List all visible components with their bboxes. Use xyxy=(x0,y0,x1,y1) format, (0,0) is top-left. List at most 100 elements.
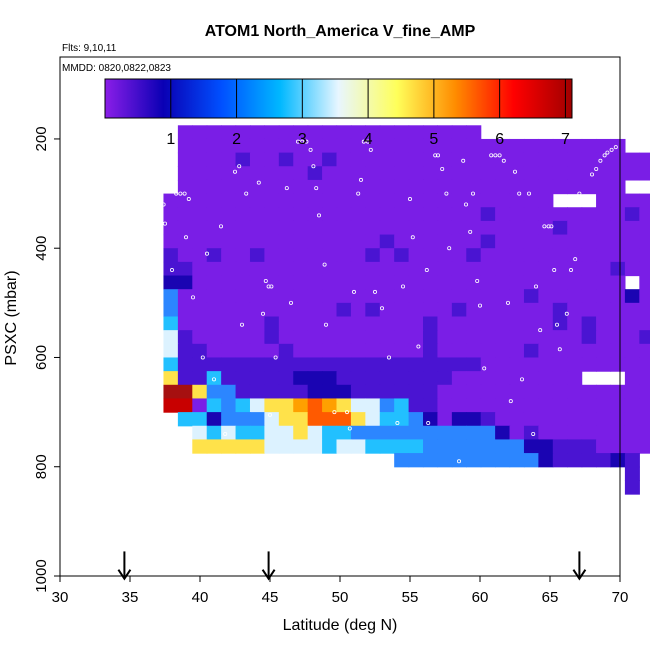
heatmap-cell xyxy=(365,412,381,427)
heatmap-cell xyxy=(451,207,467,222)
heatmap-cell xyxy=(249,220,265,236)
heatmap-cell xyxy=(451,248,467,263)
heatmap-cell xyxy=(350,179,366,195)
heatmap-cell xyxy=(523,371,539,386)
heatmap-cell xyxy=(307,125,323,140)
heatmap-cell xyxy=(249,316,265,331)
heatmap-cell xyxy=(523,439,539,454)
heatmap-cell xyxy=(495,234,511,249)
heatmap-cell xyxy=(538,248,554,263)
sample-point xyxy=(134,234,139,239)
heatmap-cell xyxy=(552,138,568,154)
heatmap-cell xyxy=(379,302,395,318)
heatmap-cell xyxy=(408,261,424,277)
sample-point xyxy=(433,153,438,158)
heatmap-cell xyxy=(177,220,193,236)
heatmap-cell xyxy=(523,166,539,181)
heatmap-cell xyxy=(480,275,496,290)
heatmap-cell xyxy=(523,343,539,359)
heatmap-cell xyxy=(596,384,612,400)
heatmap-cell xyxy=(307,166,323,181)
sample-point xyxy=(569,268,574,273)
heatmap-cell xyxy=(278,220,294,236)
heatmap-cell xyxy=(293,330,309,345)
heatmap-cell xyxy=(336,439,352,454)
heatmap-cell xyxy=(336,398,352,413)
heatmap-cell xyxy=(336,357,352,372)
heatmap-cell xyxy=(509,220,525,236)
colorbar-tick-label: 1 xyxy=(166,131,175,148)
heatmap-cell xyxy=(639,152,650,167)
sample-point xyxy=(548,502,553,507)
sample-point xyxy=(463,202,468,207)
sample-point xyxy=(557,347,562,352)
heatmap-cell xyxy=(365,289,381,304)
heatmap-cell xyxy=(221,261,237,277)
heatmap-cell xyxy=(567,412,583,427)
heatmap-cell xyxy=(581,152,597,167)
heatmap-cell xyxy=(307,330,323,345)
heatmap-cell xyxy=(581,289,597,304)
heatmap-cell xyxy=(221,330,237,345)
heatmap-cell xyxy=(480,316,496,331)
heatmap-cell xyxy=(307,302,323,318)
heatmap-cell xyxy=(235,439,251,454)
heatmap-cell xyxy=(451,453,467,468)
heatmap-cell xyxy=(495,371,511,386)
heatmap-cell xyxy=(567,234,583,249)
flight-arrow xyxy=(572,551,587,581)
heatmap-cell xyxy=(610,166,626,181)
heatmap-cell xyxy=(624,248,640,263)
heatmap-cell xyxy=(192,425,208,441)
sample-point xyxy=(143,152,148,157)
heatmap-cell xyxy=(480,425,496,441)
sample-point xyxy=(456,459,461,464)
heatmap-cell xyxy=(264,220,280,236)
heatmap-cell xyxy=(350,439,366,454)
heatmap-cell xyxy=(264,343,280,359)
heatmap-cell xyxy=(293,261,309,277)
heatmap-cell xyxy=(408,439,424,454)
heatmap-cell xyxy=(466,261,482,277)
heatmap-cell xyxy=(177,398,193,413)
heatmap-cell xyxy=(379,152,395,167)
sample-point xyxy=(263,278,268,283)
heatmap-cell xyxy=(624,453,640,468)
heatmap-cell xyxy=(365,439,381,454)
heatmap-cell xyxy=(567,453,583,468)
heatmap-cell xyxy=(451,357,467,372)
colorbar-tick-label: 2 xyxy=(232,131,241,148)
heatmap-cell xyxy=(336,220,352,236)
sample-point xyxy=(153,127,158,132)
sample-point xyxy=(239,322,244,327)
heatmap-cell xyxy=(523,425,539,441)
heatmap-cell xyxy=(221,207,237,222)
heatmap-cell xyxy=(437,302,453,318)
sample-point xyxy=(505,300,510,305)
heatmap-cell xyxy=(552,453,568,468)
heatmap-cell xyxy=(278,330,294,345)
heatmap-cell xyxy=(177,248,193,263)
heatmap-cell xyxy=(365,425,381,441)
heatmap-cell xyxy=(235,193,251,208)
heatmap-cell xyxy=(394,166,410,181)
heatmap-cell xyxy=(523,193,539,208)
x-tick-label: 70 xyxy=(612,589,629,606)
heatmap-cell xyxy=(567,289,583,304)
sample-point xyxy=(141,166,146,171)
heatmap-cell xyxy=(538,357,554,372)
heatmap-cell xyxy=(206,261,222,277)
heatmap-cell xyxy=(264,125,280,140)
heatmap-cell xyxy=(264,234,280,249)
sample-point xyxy=(386,355,391,360)
heatmap-cell xyxy=(581,275,597,290)
heatmap-cell xyxy=(307,384,323,400)
heatmap-cell xyxy=(192,261,208,277)
heatmap-cell xyxy=(278,439,294,454)
colorbar-ticks: 1 2 3 4 5 6 7 xyxy=(166,79,570,148)
heatmap-cell xyxy=(163,357,179,372)
heatmap-cell xyxy=(567,439,583,454)
heatmap-cell xyxy=(177,412,193,427)
heatmap-cell xyxy=(307,425,323,441)
heatmap-cell xyxy=(495,220,511,236)
